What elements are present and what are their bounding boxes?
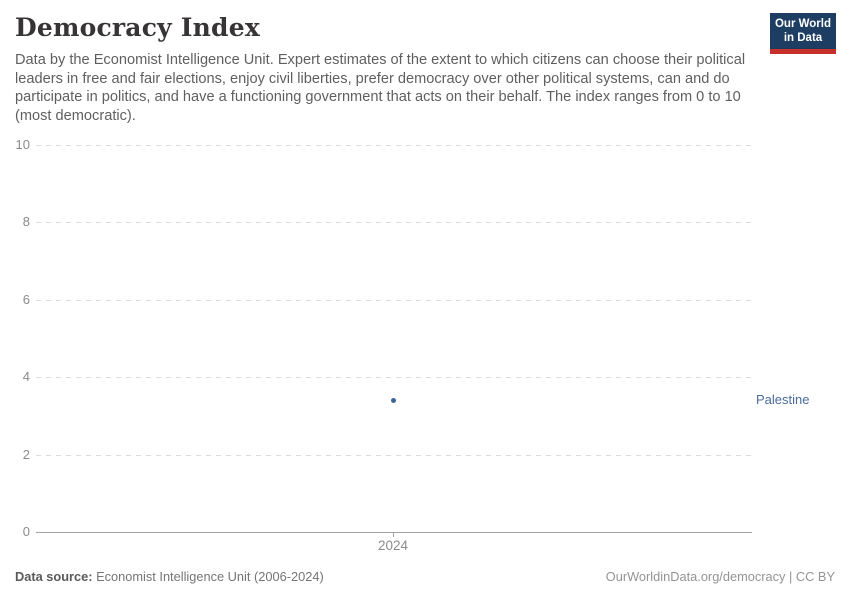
gridline-y-10 [36,145,752,146]
data-source-label: Data source: [15,569,93,584]
y-axis-tick-label-6: 6 [22,291,30,307]
owid-logo-red-bar [770,49,836,54]
data-source-note: Data source: Economist Intelligence Unit… [15,569,324,584]
gridline-y-4 [36,377,752,379]
owid-logo-line2: in Data [783,31,823,44]
y-axis-tick-label-8: 8 [22,214,30,230]
entity-label-palestine[interactable]: Palestine [756,392,810,408]
gridline-y-6 [36,299,752,301]
x-axis-tick-label: 2024 [377,538,409,553]
data-point-palestine[interactable] [390,397,396,403]
owid-logo-line1: Our World [774,18,831,30]
data-source-text: Economist Intelligence Unit (2006-2024) [92,569,324,584]
x-axis-tick-mark [393,532,394,537]
credit-link[interactable]: OurWorldinData.org/democracy | CC BY [605,569,835,584]
gridline-y-0 [36,532,752,533]
y-axis-tick-label-4: 4 [22,369,30,385]
chart-subtitle: Data by the Economist Intelligence Unit.… [15,52,746,125]
y-axis-tick-label-0: 0 [22,524,30,539]
gridline-y-2 [36,454,752,456]
owid-logo: Our World in Data [770,13,836,54]
chart-title: Democracy Index [15,13,260,42]
owid-logo-box: Our World in Data [770,13,836,49]
y-axis-tick-label-2: 2 [22,446,30,462]
y-axis-tick-label-10: 10 [15,137,30,152]
gridline-y-8 [36,222,752,224]
